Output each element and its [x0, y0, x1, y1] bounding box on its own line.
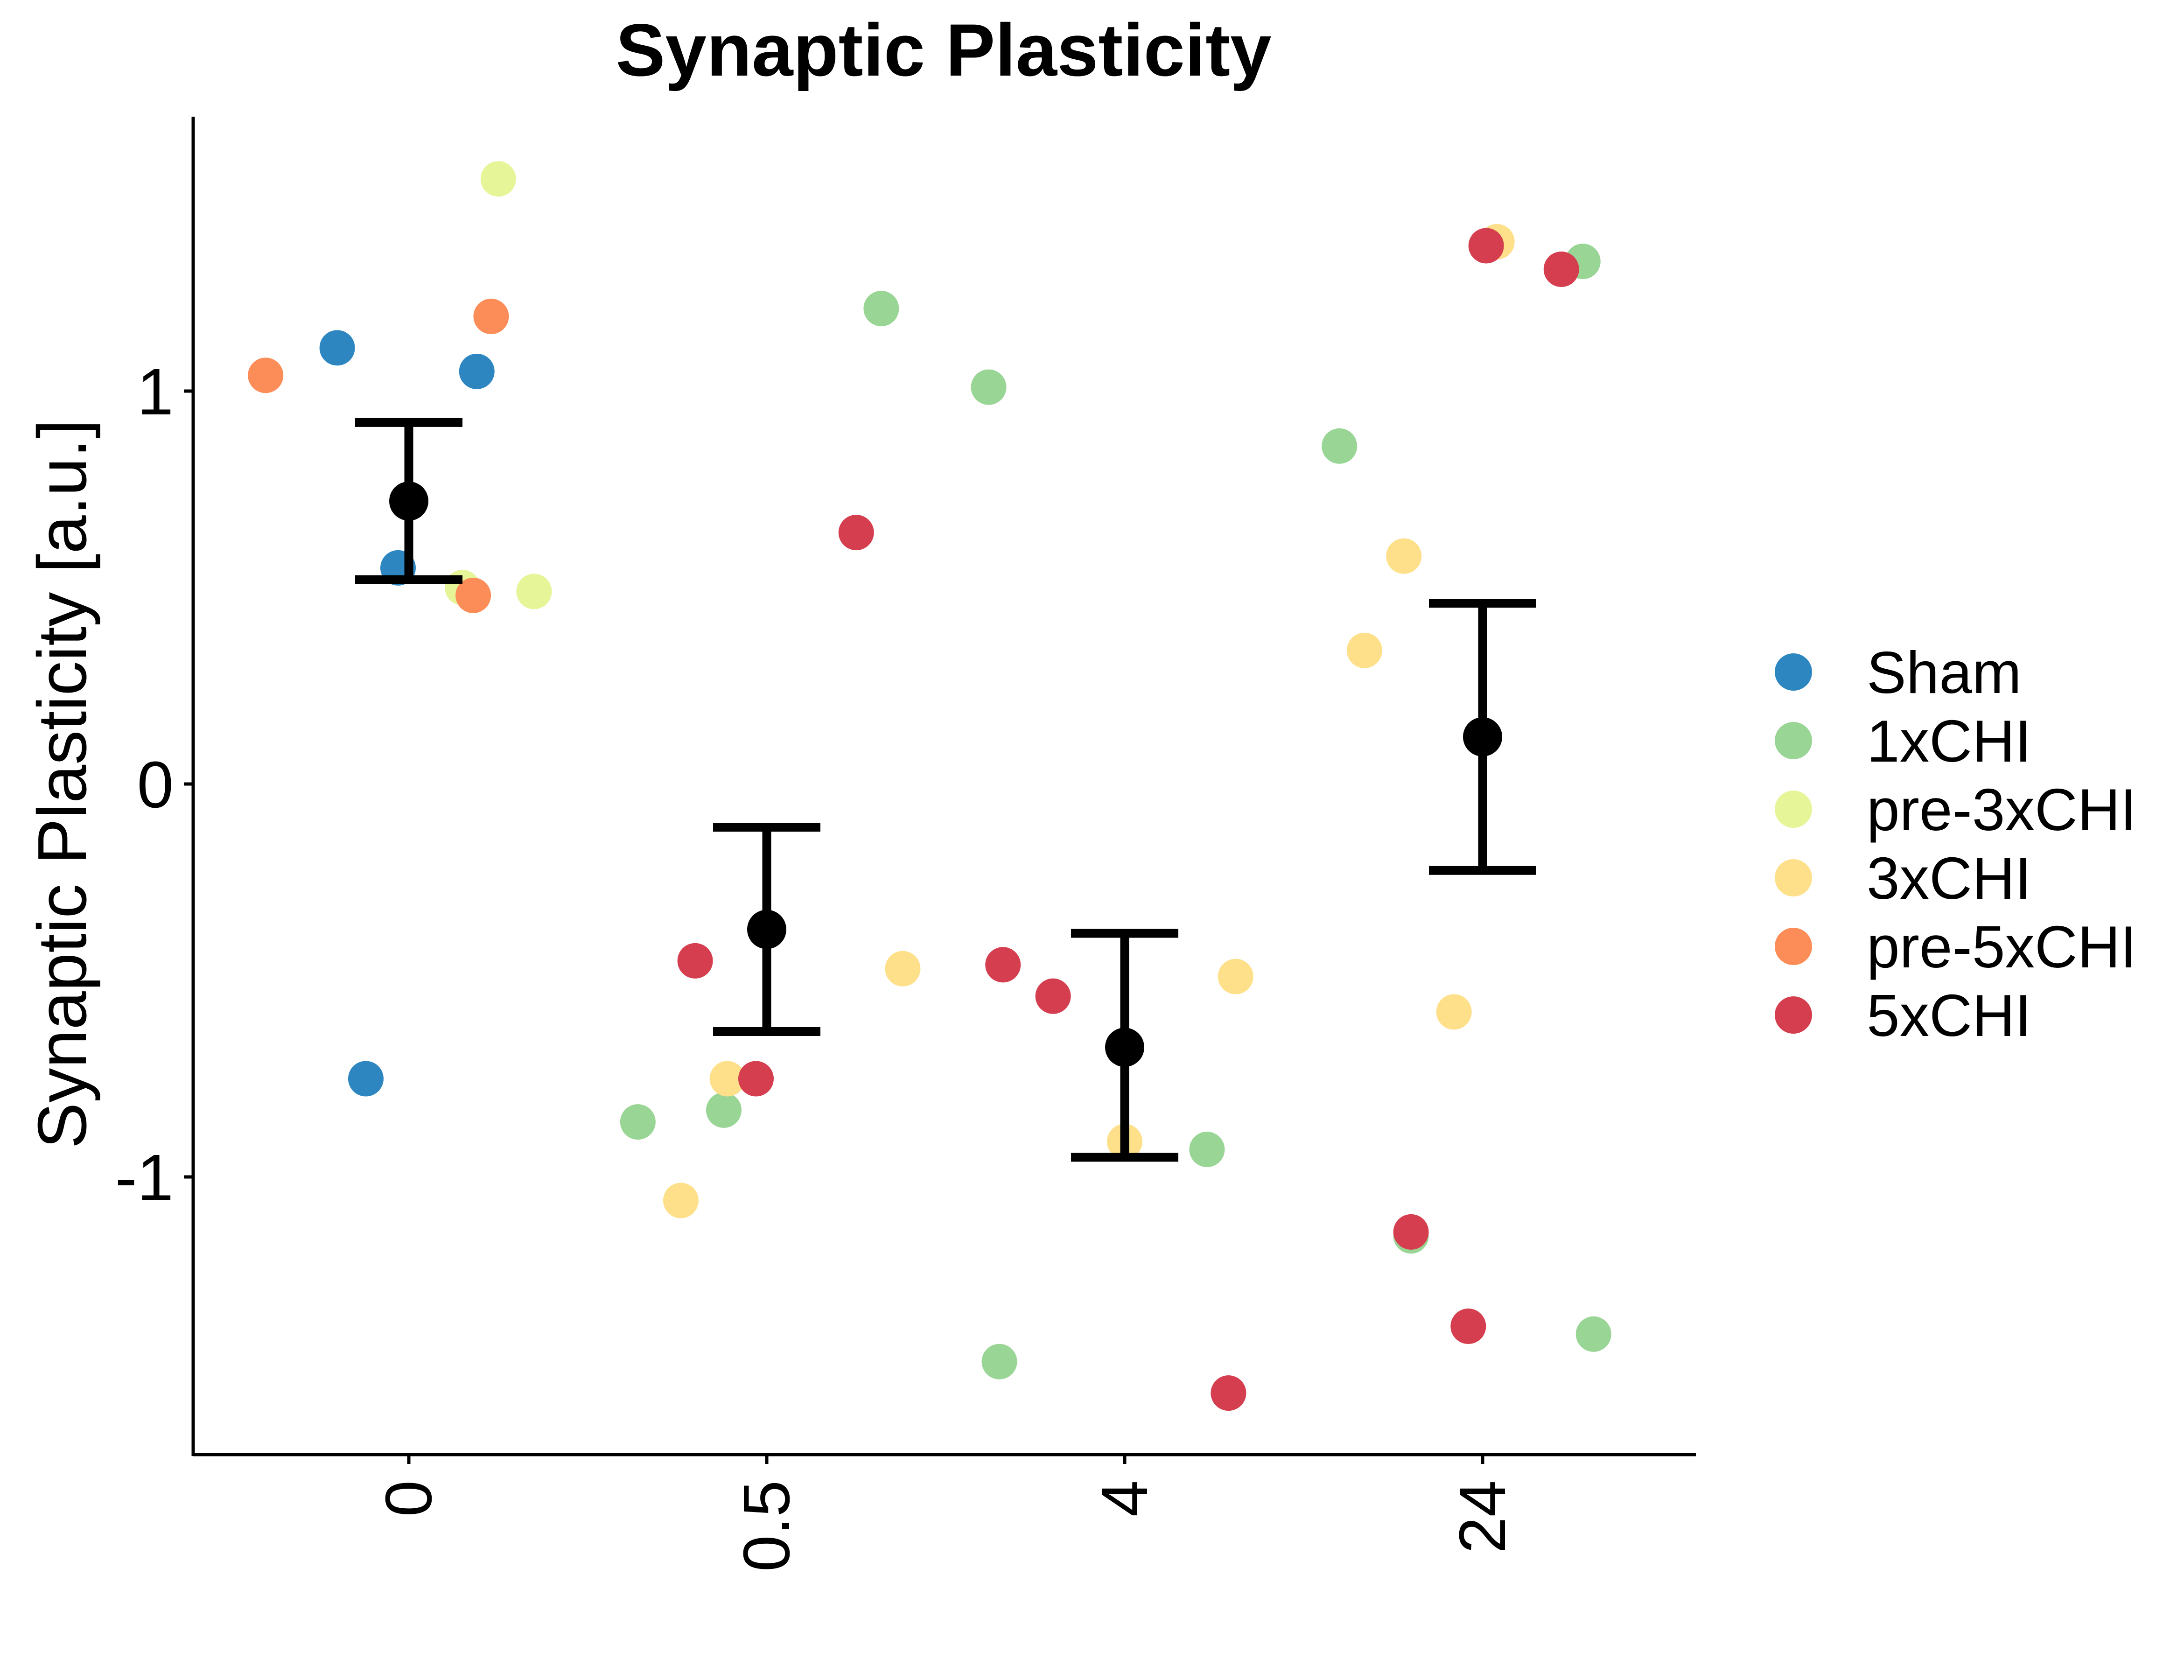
data-point	[1322, 428, 1358, 464]
data-point	[1211, 1375, 1246, 1411]
legend-key	[1775, 791, 1812, 828]
y-tick-label: 1	[137, 355, 174, 428]
data-point	[738, 1061, 774, 1097]
data-point	[1393, 1214, 1429, 1250]
x-tick-label: 24	[1445, 1480, 1519, 1554]
legend-label: 5xCHI	[1867, 982, 2031, 1049]
data-point	[459, 353, 495, 389]
x-tick-label: 0	[371, 1480, 445, 1517]
data-point	[473, 299, 509, 335]
y-tick-label: 0	[137, 748, 174, 821]
data-point	[971, 369, 1007, 405]
data-point	[663, 1183, 699, 1218]
chart-title: Synaptic Plasticity	[616, 8, 1271, 91]
legend-key	[1775, 928, 1812, 965]
legend-key	[1775, 996, 1812, 1034]
mean-error-bars	[355, 418, 1536, 1162]
data-point	[516, 574, 552, 609]
data-point	[981, 1344, 1017, 1379]
data-point	[706, 1092, 742, 1128]
legend-label: 1xCHI	[1867, 708, 2031, 774]
data-point	[677, 943, 713, 979]
mean-point	[747, 910, 786, 949]
data-point	[1575, 1316, 1611, 1352]
data-point	[1436, 994, 1472, 1030]
legend-key	[1775, 653, 1812, 691]
mean-point	[1463, 717, 1502, 756]
data-point	[248, 357, 284, 393]
y-axis-ticks: -1 0 1	[115, 355, 193, 1214]
legend-label: Sham	[1867, 639, 2022, 706]
legend-label: pre-5xCHI	[1867, 914, 2137, 980]
y-axis-label: Synaptic Plasticity [a.u.]	[24, 420, 101, 1149]
data-point	[348, 1061, 384, 1097]
data-point	[1386, 538, 1422, 574]
data-point	[985, 947, 1021, 983]
data-point	[1468, 228, 1504, 264]
data-point	[1218, 959, 1253, 994]
x-axis-ticks: 0 0.5 4 24	[371, 1455, 1519, 1572]
data-point	[885, 951, 921, 987]
y-tick-label: -1	[115, 1141, 174, 1214]
data-point	[455, 577, 491, 613]
data-point	[1450, 1308, 1486, 1344]
mean-point	[1105, 1028, 1144, 1067]
legend-key	[1775, 859, 1812, 896]
mean-point	[389, 481, 428, 521]
legend-key	[1775, 722, 1812, 759]
x-tick-label: 4	[1087, 1480, 1161, 1517]
data-point	[838, 515, 874, 551]
data-point	[863, 291, 899, 327]
data-point	[480, 161, 516, 197]
data-points	[248, 161, 1611, 1411]
data-point	[1346, 632, 1382, 668]
legend-label: pre-3xCHI	[1867, 777, 2137, 843]
data-point	[709, 1061, 745, 1097]
data-point	[1189, 1132, 1225, 1168]
x-tick-label: 0.5	[729, 1480, 803, 1572]
data-point	[1035, 978, 1071, 1014]
data-point	[620, 1104, 656, 1140]
data-point	[319, 330, 355, 366]
legend-label: 3xCHI	[1867, 845, 2031, 911]
data-point	[1543, 251, 1579, 287]
